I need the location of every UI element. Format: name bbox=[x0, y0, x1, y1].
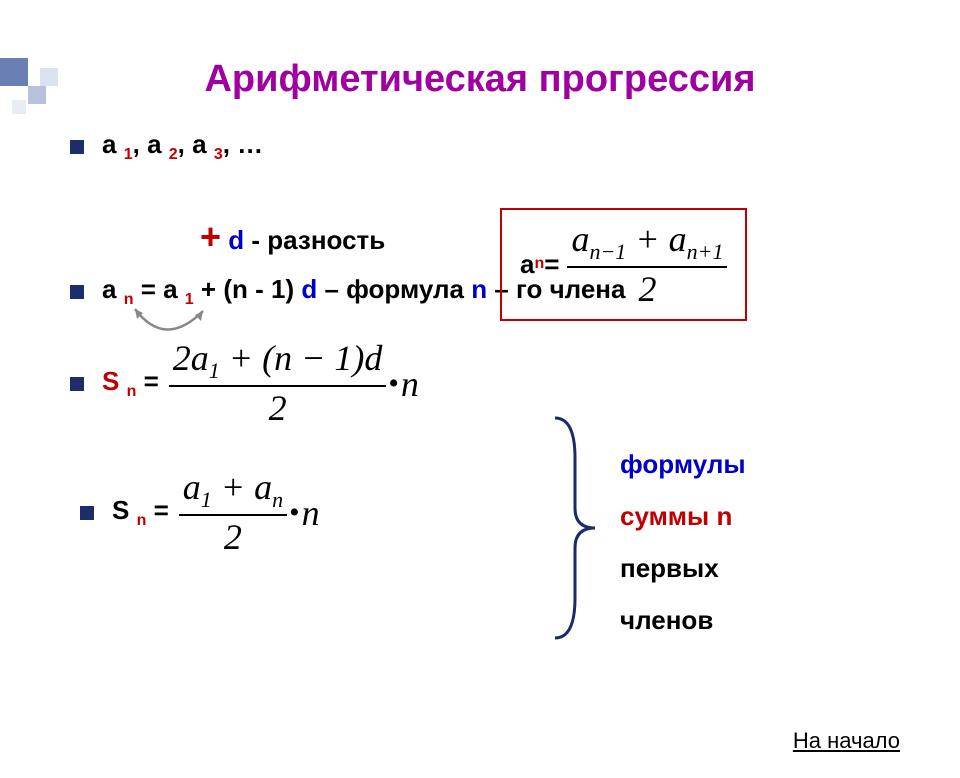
bullet-sequence: a 1, a 2, a 3, … bbox=[70, 129, 960, 164]
sum-formula-1: 2a1 + (n − 1)d 2 bbox=[169, 337, 387, 430]
mean-formula-box: a n = an−1 + an+1 2 bbox=[500, 208, 747, 321]
brace-icon bbox=[540, 408, 610, 648]
slide-title: Арифметическая прогрессия bbox=[0, 58, 960, 101]
bullet-icon bbox=[70, 377, 84, 391]
sum-labels: формулы суммы n первых членов bbox=[620, 438, 746, 646]
bullet-sum-1: S n = 2a1 + (n − 1)d 2 •n bbox=[70, 337, 960, 430]
sum-formula-2: a1 + an 2 bbox=[179, 466, 287, 559]
bullet-icon bbox=[70, 285, 84, 299]
bullet-icon bbox=[80, 506, 94, 520]
corner-decoration bbox=[0, 58, 80, 118]
bullet-sum-2: S n = a1 + an 2 •n bbox=[80, 466, 960, 559]
arrow-icon bbox=[115, 301, 235, 351]
sequence-text: a 1, a 2, a 3, … bbox=[102, 129, 263, 164]
back-to-start-link[interactable]: На начало bbox=[793, 728, 900, 754]
bullet-icon bbox=[70, 140, 84, 154]
